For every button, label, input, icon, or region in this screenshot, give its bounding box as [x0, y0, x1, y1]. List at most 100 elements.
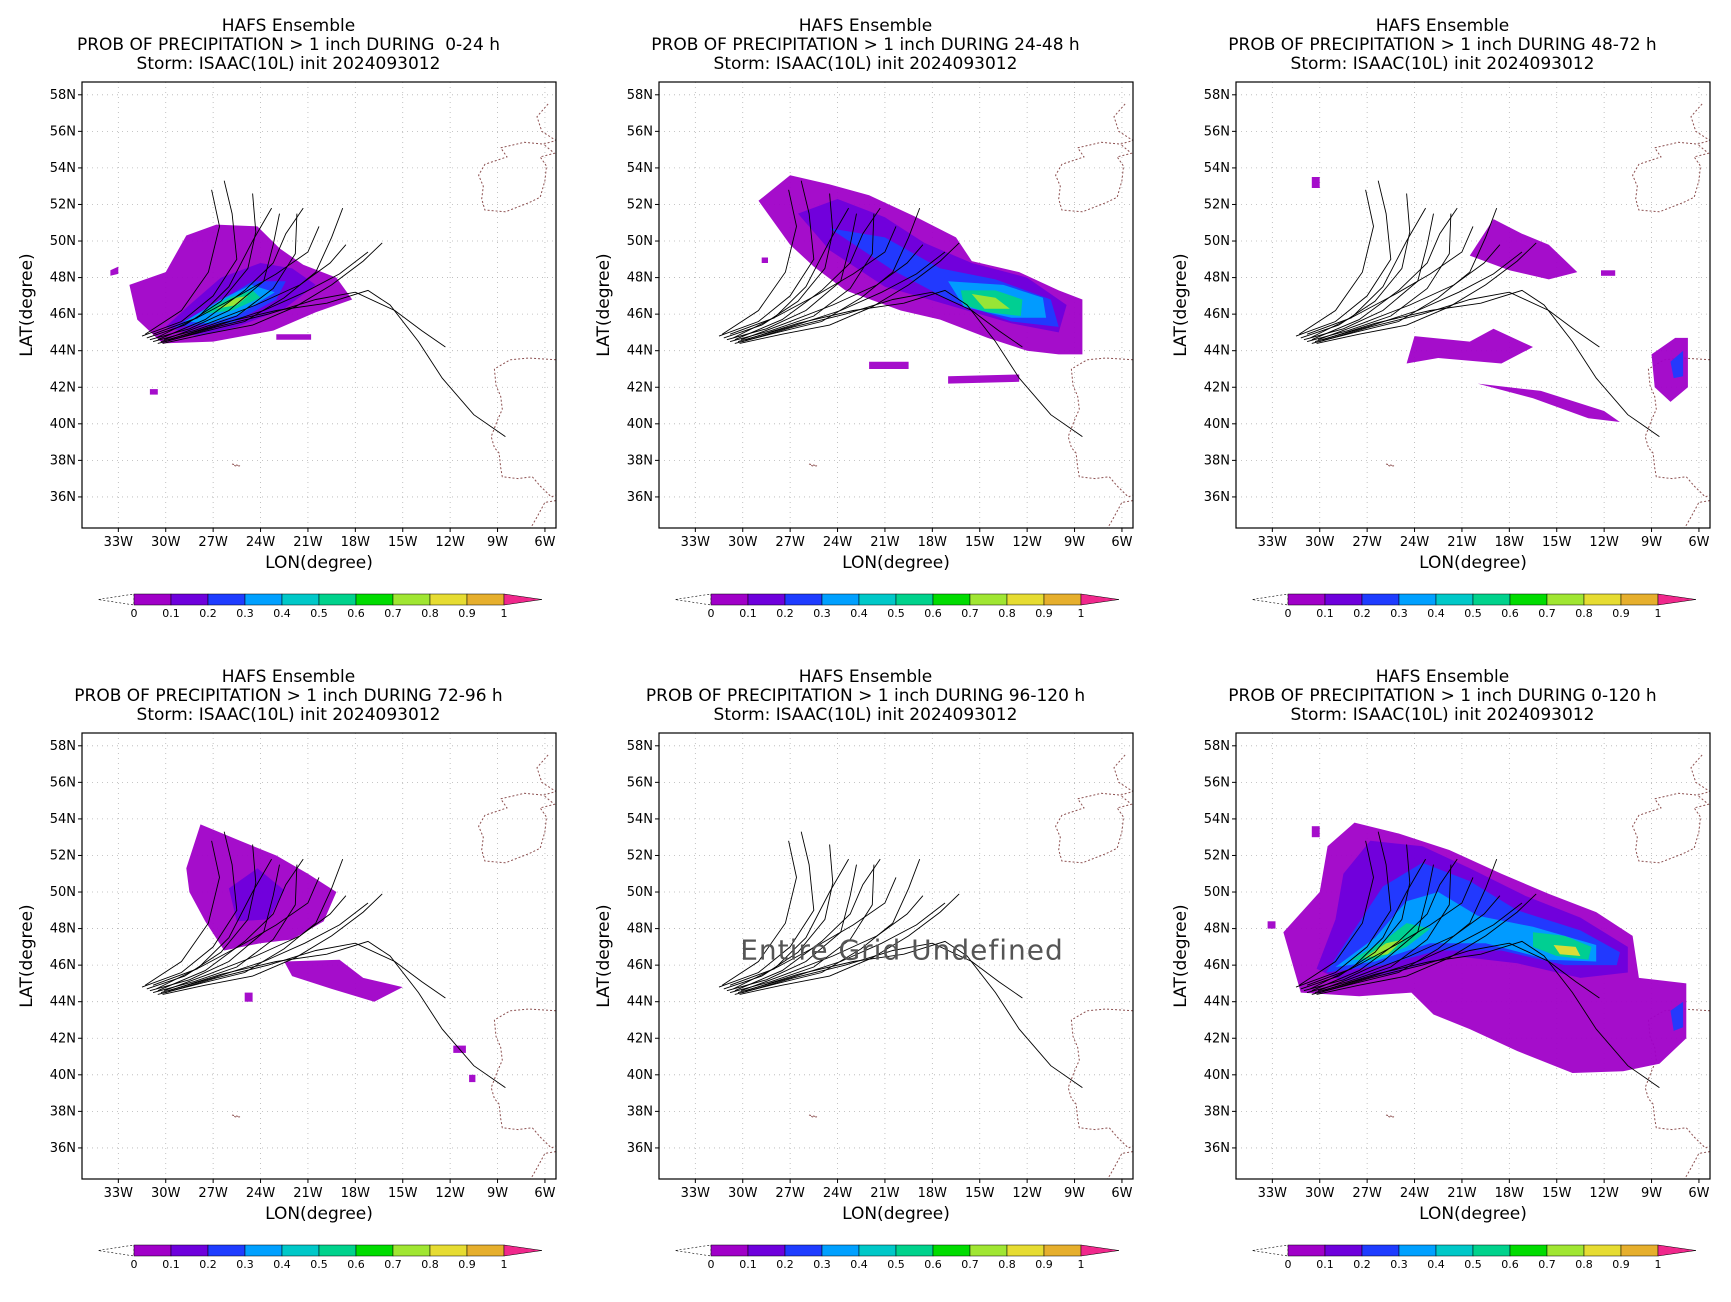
colorbar-under-arrow — [674, 593, 712, 606]
coastline — [1107, 500, 1133, 528]
colorbar-tick-label: 0.5 — [310, 1258, 328, 1271]
lon-tick-label: 6W — [1688, 1186, 1709, 1201]
colorbar-bin — [392, 593, 431, 606]
colorbar-tick-label: 0.4 — [273, 607, 291, 620]
lat-tick-label: 50N — [1204, 234, 1230, 249]
map-frame — [81, 81, 557, 529]
colorbar-bin — [710, 593, 749, 606]
colorbar-bin — [1398, 593, 1437, 606]
colorbar-bin — [318, 593, 357, 606]
lon-tick-label: 18W — [341, 535, 371, 550]
lat-tick-label: 48N — [627, 271, 653, 286]
ensemble-track — [729, 213, 875, 343]
colorbar-bin — [1398, 1244, 1437, 1257]
probability-shading — [948, 374, 1020, 384]
coastline — [1055, 103, 1133, 213]
coastline — [1385, 463, 1395, 467]
lat-tick-label: 48N — [50, 922, 76, 937]
map-plot: 58N 56N 54N 52N 50N 48N 46N 44N 42N 40N 38N 36N 33W 3… — [1171, 81, 1711, 620]
coastline — [1632, 103, 1710, 213]
probability-shading — [1406, 328, 1533, 364]
colorbar-bin — [244, 1244, 283, 1257]
colorbar-tick-label: 0.1 — [162, 1258, 180, 1271]
colorbar-bin — [466, 1244, 505, 1257]
colorbar-bin — [1472, 1244, 1511, 1257]
lon-tick-label: 6W — [1111, 1186, 1132, 1201]
colorbar-bin — [1287, 1244, 1326, 1257]
colorbar-tick-label: 0.1 — [1316, 607, 1334, 620]
colorbar-tick-label: 1 — [501, 607, 508, 620]
ensemble-track — [737, 902, 946, 994]
lat-tick-label: 46N — [1204, 307, 1230, 322]
ensemble-track — [149, 213, 280, 341]
colorbar-tick-label: 0.6 — [924, 607, 942, 620]
colorbar-bin — [784, 593, 823, 606]
probability-shading — [1651, 337, 1688, 402]
grid-undefined-notice: Entire Grid Undefined — [740, 934, 1064, 967]
lat-tick-label: 46N — [1204, 958, 1230, 973]
map-panel: HAFS Ensemble PROB OF PRECIPITATION > 1 i… — [577, 0, 1154, 651]
ensemble-track — [168, 289, 506, 437]
colorbar-bin — [969, 1244, 1008, 1257]
colorbar-tick-label: 0.1 — [739, 607, 757, 620]
lat-tick-label: 52N — [627, 197, 653, 212]
ensemble-track — [1311, 858, 1498, 995]
x-axis-label: LON(degree) — [1419, 553, 1527, 573]
colorbar-tick-label: 0.2 — [199, 1258, 217, 1271]
lat-tick-label: 56N — [50, 775, 76, 790]
colorbar-bin — [133, 1244, 172, 1257]
lat-tick-label: 46N — [50, 307, 76, 322]
lat-tick-label: 50N — [627, 885, 653, 900]
lon-tick-label: 9W — [1641, 535, 1662, 550]
lat-tick-label: 52N — [50, 848, 76, 863]
probability-shading — [276, 334, 312, 340]
ensemble-track — [162, 242, 383, 344]
ensemble-track — [157, 207, 304, 341]
panel-title-line3: Storm: ISAAC(10L) init 2024093012 — [136, 54, 441, 74]
ensemble-track — [734, 207, 921, 344]
colorbar-tick-label: 1 — [1078, 1258, 1085, 1271]
probability-shading — [284, 959, 403, 1002]
coastline — [1107, 1151, 1133, 1179]
ensemble-track — [739, 893, 960, 995]
ensemble-track — [1298, 840, 1374, 986]
ensemble-track — [165, 291, 446, 348]
lat-tick-label: 50N — [50, 234, 76, 249]
ensemble-track — [742, 942, 1023, 999]
lat-tick-label: 56N — [1204, 775, 1230, 790]
lat-tick-label: 56N — [627, 124, 653, 139]
lat-tick-label: 52N — [1204, 197, 1230, 212]
x-axis-label: LON(degree) — [265, 1204, 373, 1224]
lon-tick-label: 6W — [534, 535, 555, 550]
ensemble-track — [1310, 226, 1474, 339]
map-panel: HAFS Ensemble PROB OF PRECIPITATION > 1 i… — [0, 0, 577, 651]
panel-title-line1: HAFS Ensemble — [221, 16, 356, 36]
ensemble-track — [152, 213, 298, 343]
colorbar-tick-label: 0.6 — [347, 607, 365, 620]
colorbar-bin — [1583, 593, 1622, 606]
lat-tick-label: 36N — [627, 490, 653, 505]
lat-tick-label: 48N — [1204, 271, 1230, 286]
probability-shading — [1311, 826, 1320, 838]
lon-tick-label: 21W — [1447, 535, 1477, 550]
lon-tick-label: 18W — [341, 1186, 371, 1201]
colorbar-tick-label: 0.3 — [813, 1258, 831, 1271]
colorbar: 0 0.1 0.2 0.3 0.4 0.5 0.6 0.7 0.8 0.9 1 — [1251, 593, 1697, 620]
lat-tick-label: 58N — [627, 88, 653, 103]
coastline — [808, 463, 818, 467]
colorbar-tick-label: 0 — [131, 1258, 138, 1271]
colorbar-under-arrow — [674, 1244, 712, 1257]
colorbar-bin — [355, 1244, 394, 1257]
colorbar-tick-label: 0.4 — [1427, 607, 1445, 620]
colorbar-tick-label: 0.9 — [1035, 607, 1053, 620]
ensemble-track — [726, 213, 857, 341]
ensemble-track — [164, 244, 347, 341]
colorbar-tick-label: 0.2 — [776, 607, 794, 620]
colorbar-bin — [821, 1244, 860, 1257]
lat-tick-label: 36N — [1204, 490, 1230, 505]
coastline — [1632, 754, 1710, 864]
lat-tick-label: 52N — [627, 848, 653, 863]
lon-tick-label: 30W — [151, 535, 181, 550]
colorbar-tick-label: 0.8 — [998, 1258, 1016, 1271]
colorbar-tick-label: 0.1 — [1316, 1258, 1334, 1271]
